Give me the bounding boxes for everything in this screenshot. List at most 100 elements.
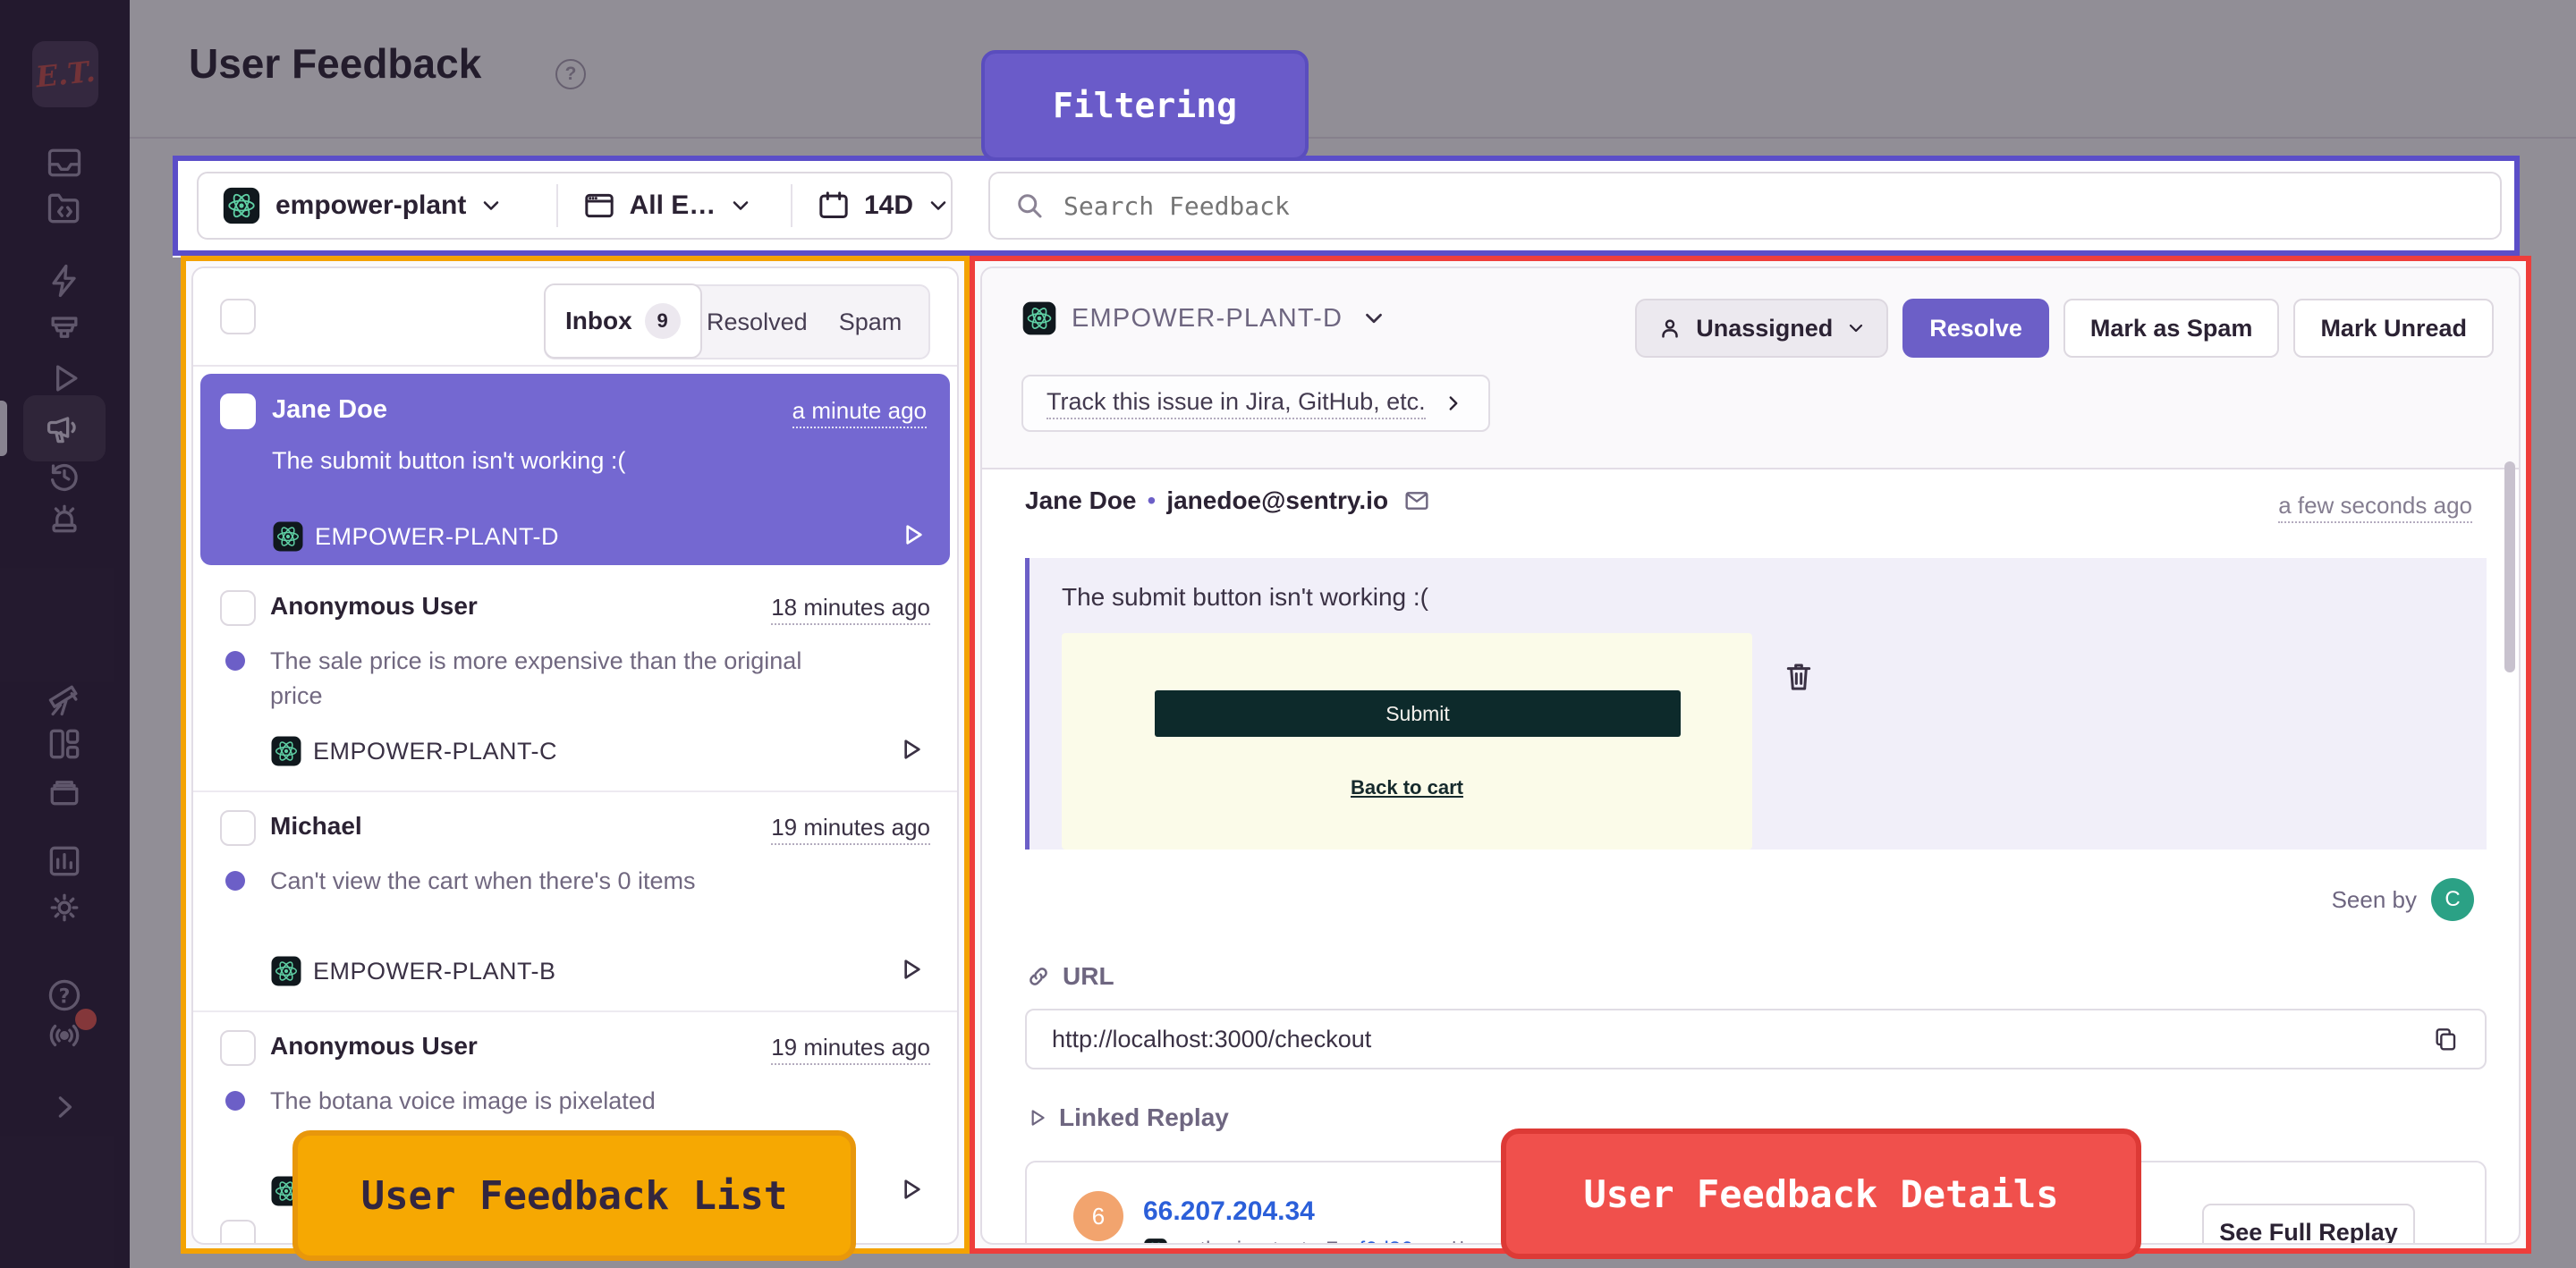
feedback-list-item[interactable]: Michael 19 minutes ago Can't view the ca… xyxy=(193,792,957,1012)
track-issue-label: Track this issue in Jira, GitHub, etc. xyxy=(1046,388,1426,419)
play-replay-icon[interactable] xyxy=(898,520,927,549)
assignee-dropdown[interactable]: Unassigned xyxy=(1635,299,1889,358)
feedback-message-block: The submit button isn't working :( Submi… xyxy=(1025,558,2487,850)
feedback-list-item-selected[interactable]: Jane Doe a minute ago The submit button … xyxy=(200,374,950,565)
help-icon[interactable]: ? xyxy=(45,976,84,1015)
track-issue-button[interactable]: Track this issue in Jira, GitHub, etc. xyxy=(1021,375,1490,432)
broadcast-icon[interactable] xyxy=(45,1016,84,1055)
item-name: Michael xyxy=(270,812,362,840)
chevron-down-icon xyxy=(484,201,499,210)
trash-icon[interactable] xyxy=(1781,656,1817,696)
item-checkbox[interactable] xyxy=(220,393,256,429)
reporter-name: Jane Doe xyxy=(1025,486,1137,514)
issues-icon[interactable] xyxy=(45,143,84,182)
mark-spam-button[interactable]: Mark as Spam xyxy=(2063,299,2280,358)
item-project-row: EMPOWER-PLANT-D xyxy=(272,520,559,553)
envelope-icon[interactable] xyxy=(1402,486,1431,515)
screenshot-back-link: Back to cart xyxy=(1351,776,1463,799)
mailbox-tabs: Inbox 9 Resolved Spam xyxy=(544,283,930,359)
reporter-separator: • xyxy=(1147,486,1157,514)
alerts-icon[interactable] xyxy=(45,499,84,538)
item-name: Jane Doe xyxy=(272,395,387,424)
details-project-select[interactable]: EMPOWER-PLANT-D xyxy=(1021,300,1387,336)
tab-resolved[interactable]: Resolved xyxy=(707,308,808,335)
date-filter[interactable]: 14D xyxy=(792,173,951,238)
feedback-details-panel: EMPOWER-PLANT-D Unassigned Resolve Mark … xyxy=(980,266,2521,1245)
item-time: a minute ago xyxy=(792,397,927,428)
select-all-checkbox[interactable] xyxy=(220,299,256,334)
search-input[interactable] xyxy=(1062,190,2407,222)
item-project: EMPOWER-PLANT-D xyxy=(315,522,560,550)
chevron-down-icon xyxy=(1850,324,1863,333)
details-scrollbar[interactable] xyxy=(2504,461,2515,672)
feedback-list-panel: Inbox 9 Resolved Spam Jane Doe a minute … xyxy=(191,266,959,1245)
replays-icon[interactable] xyxy=(45,359,84,398)
project-filter[interactable]: empower-plant xyxy=(199,173,556,238)
filter-divider xyxy=(791,184,792,227)
url-value-box[interactable]: http://localhost:3000/checkout xyxy=(1025,1009,2487,1069)
sidebar-active-notch xyxy=(0,401,7,456)
releases-icon[interactable] xyxy=(45,771,84,810)
collapse-icon[interactable] xyxy=(45,1087,84,1127)
replay-project-slug: catherine-test-a7 xyxy=(1177,1238,1338,1243)
play-replay-icon[interactable] xyxy=(896,735,925,764)
window-icon xyxy=(584,193,614,218)
item-time: 19 minutes ago xyxy=(771,1034,930,1065)
mark-unread-button[interactable]: Mark Unread xyxy=(2293,299,2494,358)
feedback-screenshot[interactable]: Submit Back to cart xyxy=(1062,633,1752,850)
item-checkbox[interactable] xyxy=(220,810,256,846)
url-section-label: URL xyxy=(1063,962,1114,990)
environment-filter[interactable]: All E… xyxy=(558,173,791,238)
item-time: 18 minutes ago xyxy=(771,594,930,625)
copy-icon[interactable] xyxy=(2431,1025,2460,1053)
seen-by-label: Seen by xyxy=(2331,885,2417,913)
react-project-icon xyxy=(271,956,301,986)
page-filter-group: empower-plant All E… 14D xyxy=(197,172,953,240)
item-checkbox[interactable] xyxy=(220,1030,256,1066)
help-circle-icon[interactable]: ? xyxy=(555,59,586,89)
feedback-icon[interactable] xyxy=(45,408,84,447)
play-replay-icon[interactable] xyxy=(896,955,925,984)
resolve-button[interactable]: Resolve xyxy=(1902,299,2049,358)
see-full-replay-button[interactable]: See Full Replay xyxy=(2202,1204,2415,1243)
sidebar-active-pill xyxy=(23,395,106,461)
feedback-list-item[interactable]: Anonymous User 19 minutes ago The botana… xyxy=(193,1012,957,1243)
replay-id[interactable]: ef6d86ce xyxy=(1347,1238,1436,1243)
item-message: The botana voice image is pixelated xyxy=(270,1087,656,1114)
replay-meta-row: catherine-test-a7 ef6d86ce xyxy=(1143,1238,1470,1243)
stats-icon[interactable] xyxy=(45,841,84,881)
settings-icon[interactable] xyxy=(45,888,84,927)
filter-bar: empower-plant All E… 14D xyxy=(173,156,2520,256)
reporter-row: Jane Doe • janedoe@sentry.io xyxy=(1025,486,1431,515)
tab-spam[interactable]: Spam xyxy=(838,308,902,335)
dashboards-icon[interactable] xyxy=(45,724,84,764)
replay-ip-link[interactable]: 66.207.204.34 xyxy=(1143,1196,1315,1226)
projects-icon[interactable] xyxy=(45,189,84,228)
page-title: User Feedback xyxy=(189,40,482,87)
prints-icon[interactable] xyxy=(45,309,84,349)
environment-filter-value: All E… xyxy=(629,190,716,220)
list-header: Inbox 9 Resolved Spam xyxy=(193,268,957,367)
item-name: Anonymous User xyxy=(270,592,478,620)
item-checkbox[interactable] xyxy=(220,1220,256,1243)
play-replay-icon[interactable] xyxy=(896,1175,925,1204)
tab-inbox[interactable]: Inbox 9 xyxy=(544,283,702,359)
feedback-list-item[interactable]: Anonymous User 18 minutes ago The sale p… xyxy=(193,572,957,792)
details-project-label: EMPOWER-PLANT-D xyxy=(1072,303,1343,333)
feedback-message: The submit button isn't working :( xyxy=(1062,583,1428,611)
search-container xyxy=(988,172,2502,240)
screenshot-submit-button: Submit xyxy=(1155,690,1681,737)
seen-by-avatar: C xyxy=(2431,878,2474,921)
item-message: The submit button isn't working :( xyxy=(272,447,626,474)
project-filter-value: empower-plant xyxy=(275,190,467,220)
date-filter-value: 14D xyxy=(863,190,913,220)
sidebar: E.T. ? xyxy=(0,0,130,1268)
org-logo[interactable]: E.T. xyxy=(32,41,98,107)
performance-icon[interactable] xyxy=(45,261,84,300)
explore-icon[interactable] xyxy=(45,680,84,719)
item-checkbox[interactable] xyxy=(220,590,256,626)
search-icon xyxy=(1018,194,1042,218)
history-icon[interactable] xyxy=(45,457,84,496)
link-icon xyxy=(1030,968,1047,985)
